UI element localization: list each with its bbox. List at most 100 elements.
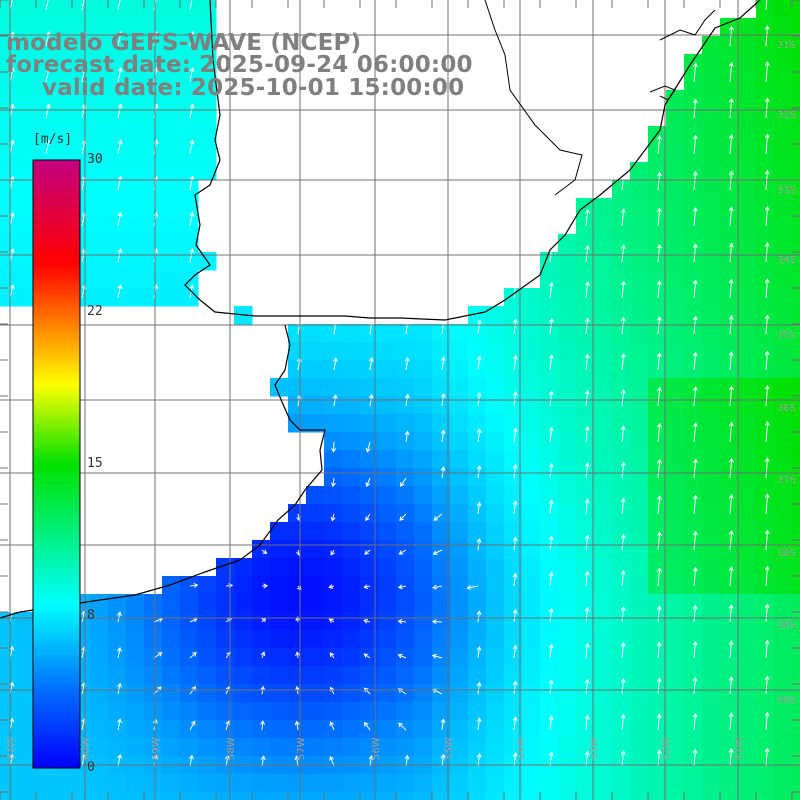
speed-cell: [468, 342, 487, 361]
wind-arrow-head: [764, 421, 770, 426]
speed-cell: [630, 648, 649, 667]
speed-cell: [162, 270, 181, 289]
speed-cell: [702, 342, 721, 361]
wind-arrow: [432, 654, 443, 659]
wind-arrow: [621, 678, 625, 695]
speed-cell: [234, 702, 253, 721]
speed-cell: [720, 720, 739, 739]
wind-arrow: [329, 652, 335, 659]
speed-cell: [162, 126, 181, 145]
speed-cell: [738, 180, 757, 199]
speed-cell: [666, 90, 685, 109]
wind-arrow: [765, 206, 768, 227]
wind-arrow: [765, 566, 768, 587]
wind-arrow: [729, 713, 732, 731]
speed-cell: [468, 396, 487, 415]
speed-cell: [126, 162, 145, 181]
speed-cell: [162, 288, 181, 307]
speed-cell: [648, 504, 667, 523]
speed-cell: [774, 36, 793, 55]
speed-cell: [288, 324, 307, 343]
wind-arrow: [585, 463, 589, 479]
speed-cell: [162, 0, 181, 19]
speed-cell: [666, 486, 685, 505]
speed-cell: [756, 252, 775, 271]
speed-cell: [504, 378, 523, 397]
speed-cell: [504, 450, 523, 469]
speed-cell: [630, 468, 649, 487]
speed-cell: [594, 360, 613, 379]
wind-arrow-head: [692, 712, 698, 718]
lon-label: 57W: [296, 737, 307, 760]
wind-arrow: [585, 426, 589, 443]
speed-cell: [630, 252, 649, 271]
wind-arrow: [729, 171, 733, 191]
speed-cell: [756, 504, 775, 523]
speed-cell: [594, 504, 613, 523]
speed-cell: [684, 432, 703, 451]
wind-arrow-head: [728, 566, 734, 572]
wind-arrow: [621, 281, 625, 299]
wind-arrow: [621, 642, 625, 659]
speed-cell: [90, 144, 109, 163]
wind-arrow: [657, 280, 661, 299]
speed-cell: [18, 90, 37, 109]
speed-cell: [756, 414, 775, 433]
wind-arrow-head: [328, 618, 334, 623]
speed-cell: [0, 54, 19, 73]
speed-cell: [576, 738, 595, 757]
speed-cell: [18, 270, 37, 289]
speed-cell: [756, 612, 775, 631]
wind-arrow: [729, 98, 733, 119]
speed-cell: [486, 648, 505, 667]
wind-arrow-head: [45, 139, 51, 145]
wind-arrow-head: [692, 351, 698, 357]
speed-cell: [720, 504, 739, 523]
speed-cell: [90, 18, 109, 37]
speed-cell: [504, 774, 523, 793]
speed-cell: [234, 594, 253, 613]
speed-cell: [702, 72, 721, 91]
speed-cell: [450, 360, 469, 379]
speed-cell: [630, 288, 649, 307]
wind-arrow-head: [548, 751, 554, 757]
speed-cell: [180, 702, 199, 721]
wind-arrow: [765, 98, 769, 119]
speed-cell: [594, 486, 613, 505]
wind-arrow-head: [333, 320, 338, 326]
speed-cell: [792, 162, 800, 181]
speed-cell: [198, 54, 217, 73]
speed-cell: [720, 612, 739, 631]
speed-cell: [558, 432, 577, 451]
speed-cell: [630, 360, 649, 379]
speed-cell: [756, 594, 775, 613]
speed-cell: [414, 522, 433, 541]
speed-cell: [540, 270, 559, 289]
speed-cell: [54, 144, 73, 163]
speed-cell: [540, 666, 559, 685]
speed-cell: [612, 450, 631, 469]
wind-arrow-head: [440, 320, 446, 325]
wind-arrow: [765, 351, 768, 371]
speed-cell: [486, 324, 505, 343]
wind-arrow: [693, 387, 697, 407]
speed-cell: [72, 0, 91, 19]
speed-cell: [666, 666, 685, 685]
speed-cell: [180, 270, 199, 289]
speed-cell: [342, 468, 361, 487]
speed-cell: [306, 576, 325, 595]
speed-cell: [342, 666, 361, 685]
speed-cell: [576, 270, 595, 289]
wind-arrow-head: [584, 281, 590, 287]
speed-cell: [666, 252, 685, 271]
speed-cell: [594, 252, 613, 271]
wind-arrow-head: [404, 754, 410, 760]
speed-cell: [90, 162, 109, 181]
wind-arrow: [729, 279, 733, 299]
speed-cell: [558, 774, 577, 793]
wind-arrow: [81, 31, 86, 47]
speed-cell: [162, 648, 181, 667]
speed-cell: [378, 684, 397, 703]
wind-arrow-head: [365, 482, 371, 488]
speed-cell: [90, 126, 109, 145]
